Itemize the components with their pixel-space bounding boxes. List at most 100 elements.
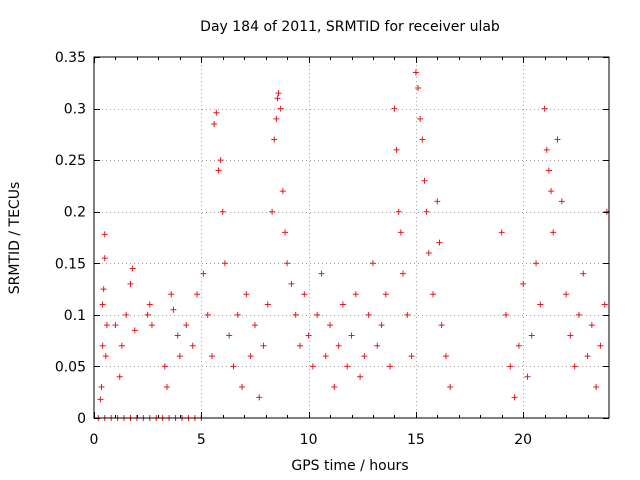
data-point <box>129 265 136 272</box>
data-point <box>274 95 281 102</box>
data-point <box>279 188 286 195</box>
data-point <box>288 280 295 287</box>
data-point <box>580 270 587 277</box>
data-point <box>144 311 151 318</box>
data-point <box>404 311 411 318</box>
data-point <box>204 311 211 318</box>
y-tick-label: 0.15 <box>55 256 86 272</box>
data-point <box>430 291 437 298</box>
grid <box>94 57 609 418</box>
data-point <box>273 115 280 122</box>
data-point <box>397 229 404 236</box>
y-axis-label: SRMTID / TECUs <box>7 182 23 295</box>
y-tick-label: 0.1 <box>64 308 86 324</box>
data-point <box>189 342 196 349</box>
data-point <box>174 332 181 339</box>
data-point <box>447 384 454 391</box>
data-point <box>382 291 389 298</box>
data-point <box>524 373 531 380</box>
data-point <box>318 270 325 277</box>
data-point <box>584 353 591 360</box>
data-point <box>528 332 535 339</box>
data-point <box>537 301 544 308</box>
data-point <box>102 353 109 360</box>
data-point <box>550 229 557 236</box>
data-point <box>327 322 334 329</box>
x-tick-label: 10 <box>300 432 318 448</box>
data-point <box>558 198 565 205</box>
data-point <box>588 322 595 329</box>
data-point <box>213 109 220 116</box>
x-tick-label: 20 <box>514 432 532 448</box>
data-point <box>436 239 443 246</box>
y-tick-label: 0 <box>77 411 86 427</box>
data-point <box>438 322 445 329</box>
y-tick-label: 0.25 <box>55 153 86 169</box>
data-point <box>361 353 368 360</box>
x-tick-label: 15 <box>407 432 425 448</box>
data-point <box>99 342 106 349</box>
data-point <box>219 208 226 215</box>
data-point <box>281 229 288 236</box>
data-point <box>412 69 419 76</box>
data-point <box>408 353 415 360</box>
data-point <box>131 327 138 334</box>
data-point <box>301 291 308 298</box>
data-point <box>148 322 155 329</box>
data-point <box>256 394 263 401</box>
data-point <box>567 332 574 339</box>
data-point <box>575 311 582 318</box>
data-point <box>515 342 522 349</box>
y-tick-label: 0.3 <box>64 102 86 118</box>
data-point <box>247 353 254 360</box>
data-point <box>97 396 104 403</box>
data-point <box>116 373 123 380</box>
data-point <box>292 311 299 318</box>
data-point <box>378 322 385 329</box>
data-point <box>545 167 552 174</box>
data-point <box>339 301 346 308</box>
data-point <box>264 301 271 308</box>
data-point <box>415 84 422 91</box>
data-point <box>335 342 342 349</box>
data-point <box>221 260 228 267</box>
data-point <box>507 363 514 370</box>
data-point <box>400 270 406 277</box>
data-point <box>419 136 426 143</box>
data-point <box>112 322 119 329</box>
data-point <box>226 332 233 339</box>
data-point <box>520 280 527 287</box>
data-point <box>251 322 258 329</box>
data-point <box>548 188 555 195</box>
data-point <box>374 342 381 349</box>
data-point <box>101 231 108 238</box>
data-point <box>230 363 237 370</box>
y-tick-label: 0.2 <box>64 205 86 221</box>
data-point <box>563 291 570 298</box>
data-point <box>498 229 505 236</box>
data-point <box>161 363 168 370</box>
data-point <box>275 90 282 97</box>
data-point <box>421 177 428 184</box>
data-point <box>331 384 338 391</box>
data-point <box>234 311 241 318</box>
data-point <box>434 198 441 205</box>
data-point <box>309 363 316 370</box>
data-point <box>209 353 216 360</box>
data-point <box>103 322 110 329</box>
data-point <box>442 353 449 360</box>
data-point <box>425 249 432 256</box>
data-point <box>211 121 218 128</box>
data-point <box>571 363 578 370</box>
data-point <box>118 342 125 349</box>
data-point <box>269 208 276 215</box>
data-point <box>260 342 267 349</box>
data-point <box>503 311 509 318</box>
x-tick-label: 5 <box>197 432 206 448</box>
data-point <box>352 291 359 298</box>
data-point <box>99 301 106 308</box>
data-points <box>95 69 610 421</box>
data-point <box>146 301 153 308</box>
data-point <box>277 105 284 112</box>
